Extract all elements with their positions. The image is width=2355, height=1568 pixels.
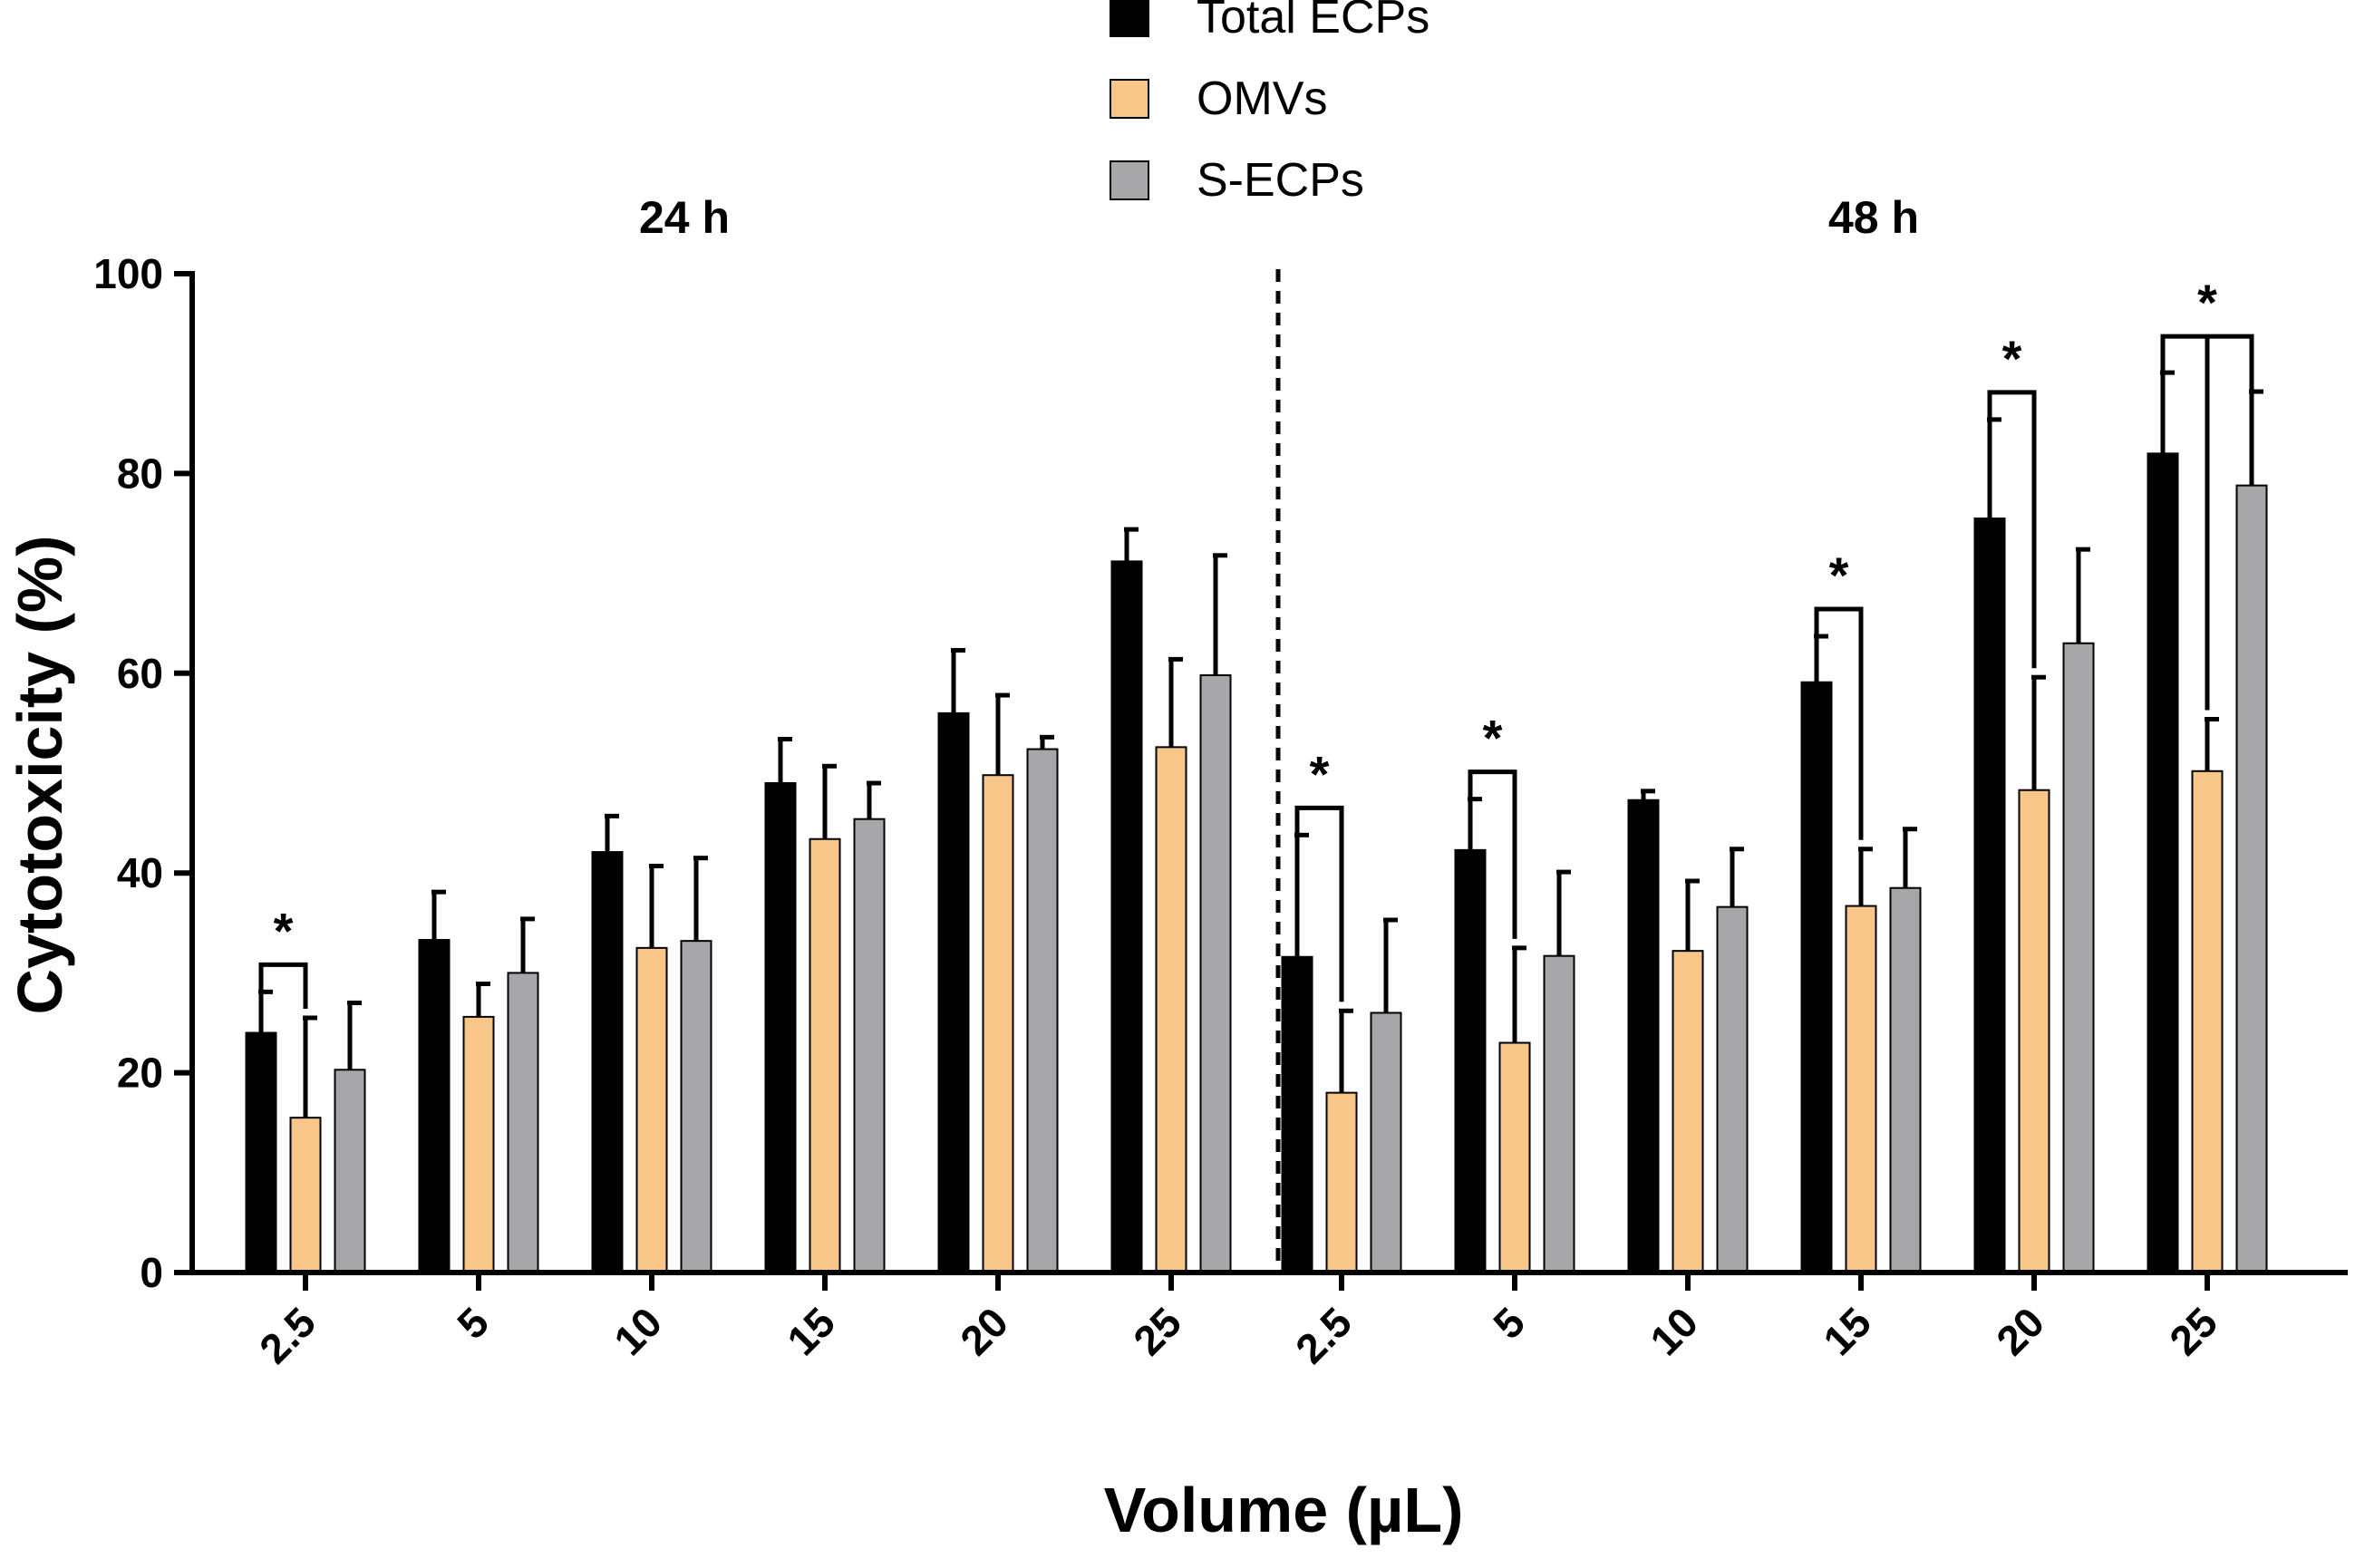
x-tick-label: 5 [448, 1298, 498, 1348]
group-label-1: 48 h [1828, 192, 1919, 243]
significance-star: * [2002, 330, 2022, 387]
bar-omvs-5 [1155, 746, 1187, 1273]
bar-s-ecps-9 [1889, 886, 1922, 1273]
y-tick-label: 100 [93, 250, 163, 297]
bar-total-ecps-1 [418, 939, 451, 1274]
y-tick-label: 20 [117, 1050, 163, 1097]
significance-bracket [1468, 769, 1517, 939]
legend-label-omvs: OMVs [1197, 73, 1327, 125]
significance-star: * [2197, 274, 2217, 331]
x-tick-label: 25 [2160, 1298, 2226, 1364]
bar-s-ecps-3 [853, 818, 886, 1274]
bar-total-ecps-2 [591, 851, 624, 1273]
bar-omvs-3 [809, 837, 841, 1273]
bar-omvs-7 [1498, 1041, 1531, 1274]
x-tick-label: 20 [1987, 1298, 2053, 1364]
x-tick-label: 20 [951, 1298, 1017, 1364]
significance-star: * [1483, 710, 1503, 767]
x-tick-label: 15 [1814, 1298, 1880, 1364]
bar-total-ecps-5 [1110, 560, 1143, 1273]
legend-swatch-omvs [1110, 79, 1149, 119]
x-axis-title: Volume (µL) [1104, 1475, 1464, 1545]
significance-bracket [1294, 805, 1344, 1002]
bar-s-ecps-11 [2235, 484, 2268, 1273]
x-tick-label: 10 [1641, 1298, 1707, 1364]
x-tick-label: 15 [778, 1298, 844, 1364]
significance-bracket [258, 962, 308, 1013]
x-tick-label: 2.5 [1286, 1298, 1361, 1372]
significance-bracket [1814, 606, 1864, 840]
legend-swatch-s-ecps [1110, 160, 1149, 200]
x-tick-label: 10 [605, 1298, 671, 1364]
axes-layer [174, 269, 2348, 1291]
significance-layer: * * * * * * [258, 274, 2254, 1013]
bar-omvs-0 [289, 1117, 322, 1273]
bar-total-ecps-6 [1281, 955, 1313, 1273]
significance-star: * [1310, 745, 1330, 802]
x-tick-label: 25 [1124, 1298, 1190, 1364]
bar-omvs-10 [2018, 789, 2050, 1273]
significance-bracket [2160, 334, 2254, 711]
legend-swatch-total-ecps [1110, 0, 1149, 37]
y-tick-label: 60 [117, 650, 163, 697]
significance-star: * [274, 902, 294, 959]
bar-omvs-11 [2191, 769, 2224, 1273]
bar-s-ecps-10 [2062, 642, 2095, 1273]
bar-s-ecps-5 [1199, 674, 1232, 1273]
bar-total-ecps-3 [764, 782, 797, 1273]
bar-total-ecps-4 [937, 711, 970, 1273]
group-label-0: 24 h [639, 192, 730, 243]
y-tick-label: 80 [117, 450, 163, 497]
bar-total-ecps-7 [1454, 848, 1487, 1273]
legend: Total ECPs OMVs S-ECPs [1110, 0, 1429, 207]
y-tick-label: 0 [140, 1249, 163, 1296]
bar-omvs-9 [1845, 905, 1877, 1273]
bar-total-ecps-10 [1973, 517, 2006, 1273]
bar-omvs-6 [1325, 1091, 1358, 1274]
bar-omvs-8 [1672, 950, 1704, 1273]
significance-star: * [1829, 547, 1849, 604]
bar-total-ecps-8 [1627, 799, 1660, 1273]
bar-s-ecps-0 [334, 1069, 366, 1273]
y-axis-title: Cytotoxicity (%) [5, 536, 75, 1015]
legend-label-total-ecps: Total ECPs [1197, 0, 1429, 44]
bar-s-ecps-6 [1370, 1011, 1402, 1273]
bar-total-ecps-11 [2147, 452, 2179, 1273]
significance-bracket [1987, 390, 2037, 669]
error-bars-layer [258, 370, 2263, 1118]
bar-omvs-4 [982, 774, 1014, 1273]
x-tick-label: 2.5 [250, 1298, 325, 1372]
legend-label-s-ecps: S-ECPs [1197, 154, 1364, 207]
bar-s-ecps-1 [507, 972, 539, 1274]
bar-s-ecps-8 [1716, 905, 1749, 1274]
bar-s-ecps-7 [1543, 954, 1575, 1274]
bar-omvs-2 [635, 946, 668, 1273]
bar-s-ecps-4 [1026, 748, 1059, 1273]
bar-total-ecps-0 [245, 1031, 277, 1274]
bar-total-ecps-9 [1800, 681, 1833, 1273]
y-tick-label: 40 [117, 849, 163, 896]
bar-s-ecps-2 [680, 940, 712, 1273]
bar-omvs-1 [462, 1015, 495, 1273]
x-tick-label: 5 [1484, 1298, 1534, 1348]
bars-layer [245, 452, 2268, 1274]
